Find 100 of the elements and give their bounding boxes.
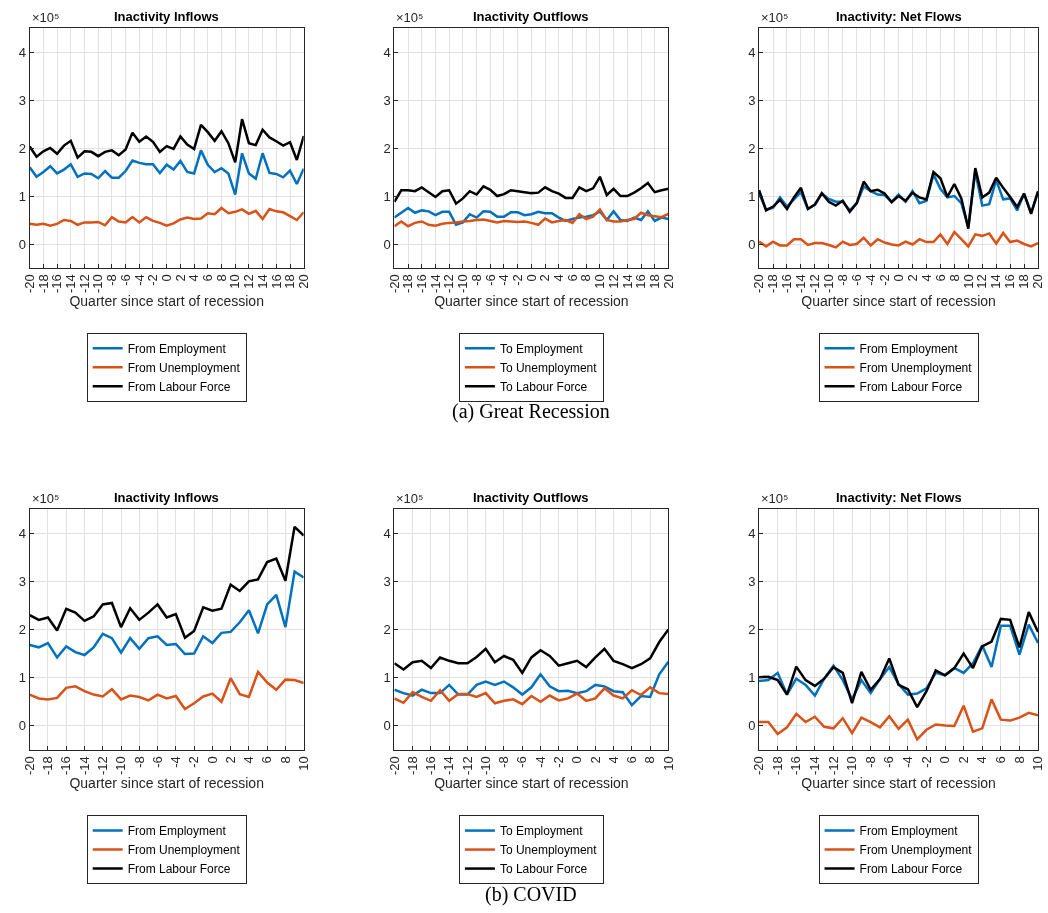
x-tick-label: -4: [496, 274, 512, 286]
x-axis-title: Quarter since start of recession: [434, 293, 629, 310]
x-tick-label: -2: [186, 756, 202, 768]
x-tick-label: -20: [386, 274, 402, 293]
x-tick-label: -10: [844, 756, 860, 775]
x-axis-title: Quarter since start of recession: [801, 293, 996, 310]
x-tick-label: -10: [455, 274, 471, 293]
x-tick-label: 18: [282, 274, 298, 289]
x-tick-label: -14: [63, 274, 79, 293]
x-tick-label: -6: [149, 756, 165, 768]
x-tick-label: 18: [1016, 274, 1032, 289]
x-tick-label: -16: [49, 274, 65, 293]
x-tick-label: 4: [551, 274, 567, 282]
x-tick-label: 4: [918, 274, 934, 282]
legend-label: From Employment: [127, 341, 227, 356]
y-tick-label: 1: [18, 670, 27, 686]
x-tick-label: -2: [876, 274, 892, 286]
x-tick-label: 6: [993, 756, 1009, 764]
x-tick-label: -18: [40, 756, 56, 775]
x-tick-label: 10: [960, 274, 976, 289]
chart-title: Inactivity: Net Flows: [836, 490, 962, 505]
y-tick-label: 2: [383, 622, 391, 638]
x-tick-label: 12: [605, 274, 621, 289]
x-tick-label: 6: [200, 274, 216, 282]
legend-label: From Unemployment: [127, 843, 241, 858]
x-tick-label: -2: [509, 274, 525, 286]
x-tick-label: -2: [918, 756, 934, 768]
legend-label: To Unemployment: [499, 360, 598, 375]
x-tick-label: 8: [277, 756, 293, 764]
x-tick-label: -4: [900, 756, 916, 768]
x-tick-label: -20: [386, 756, 402, 775]
y-tick-label: 0: [748, 236, 756, 252]
x-tick-label: 14: [619, 274, 635, 289]
x-tick-label: -8: [835, 274, 850, 286]
x-tick-label: -10: [821, 274, 837, 293]
legend-label: From Unemployment: [859, 360, 973, 375]
x-tick-label: -14: [427, 274, 443, 293]
x-tick-label: -16: [58, 756, 74, 775]
x-tick-label: -4: [168, 756, 184, 768]
chart-title: Inactivity: Net Flows: [836, 9, 962, 24]
x-tick-label: 16: [633, 274, 649, 289]
x-tick-label: 18: [646, 274, 662, 289]
x-tick-label: -16: [414, 274, 430, 293]
x-tick-label: 8: [642, 756, 658, 764]
x-tick-label: 10: [660, 756, 676, 771]
chart-title: Inactivity Outflows: [473, 490, 589, 505]
x-tick-label: 2: [222, 756, 238, 764]
x-tick-label: -6: [117, 274, 133, 286]
x-tick-label: 10: [295, 756, 311, 771]
x-tick-label: 14: [988, 274, 1004, 289]
x-tick-label: -20: [21, 274, 37, 293]
x-tick-label: 2: [172, 274, 188, 282]
x-tick-label: -18: [765, 274, 781, 293]
x-tick-label: 10: [592, 274, 608, 289]
x-tick-label: 0: [890, 274, 906, 282]
x-tick-label: -12: [459, 756, 475, 775]
x-tick-label: 0: [937, 756, 953, 764]
x-tick-label: -6: [848, 274, 864, 286]
x-tick-label: 10: [227, 274, 243, 289]
x-tick-label: -8: [862, 756, 878, 768]
x-tick-label: -18: [400, 274, 416, 293]
legend-label: To Employment: [499, 341, 584, 356]
y-tick-label: 4: [383, 44, 391, 60]
x-tick-label: 0: [158, 274, 174, 282]
legend-label: From Unemployment: [859, 843, 973, 858]
x-tick-label: -10: [90, 274, 106, 293]
x-tick-label: -12: [94, 756, 110, 775]
x-tick-label: -12: [807, 274, 823, 293]
y-tick-label: 3: [383, 92, 391, 108]
y-tick-label: 0: [383, 236, 391, 252]
x-axis-title: Quarter since start of recession: [434, 775, 629, 792]
x-tick-label: -14: [793, 274, 809, 293]
y-tick-label: 2: [383, 140, 391, 156]
x-tick-label: 12: [974, 274, 990, 289]
x-tick-label: -6: [482, 274, 498, 286]
x-tick-label: 20: [1030, 274, 1046, 289]
y-tick-label: 2: [18, 622, 27, 638]
x-tick-label: 4: [186, 274, 202, 282]
y-tick-label: 4: [18, 525, 27, 541]
x-tick-label: -6: [514, 756, 530, 768]
y-tick-label: 4: [748, 525, 756, 541]
x-axis-title: Quarter since start of recession: [69, 775, 264, 792]
legend-label: From Employment: [127, 824, 227, 839]
y-tick-label: 1: [748, 188, 756, 204]
x-tick-label: 16: [1002, 274, 1018, 289]
x-tick-label: 6: [932, 274, 948, 282]
y-tick-label: 2: [748, 140, 756, 156]
x-tick-label: 6: [259, 756, 275, 764]
x-tick-label: 12: [241, 274, 257, 289]
legend-label: From Labour Force: [127, 862, 231, 877]
x-tick-label: -12: [441, 274, 457, 293]
x-tick-label: -20: [751, 274, 767, 293]
x-tick-label: -16: [788, 756, 804, 775]
x-tick-label: -18: [404, 756, 420, 775]
y-tick-label: 4: [748, 44, 756, 60]
x-tick-label: 6: [624, 756, 640, 764]
x-tick-label: 4: [241, 756, 257, 764]
y-tick-label: 1: [383, 670, 391, 686]
y-axis-title: ×10⁵: [761, 10, 789, 25]
legend-label: To Labour Force: [499, 862, 588, 877]
